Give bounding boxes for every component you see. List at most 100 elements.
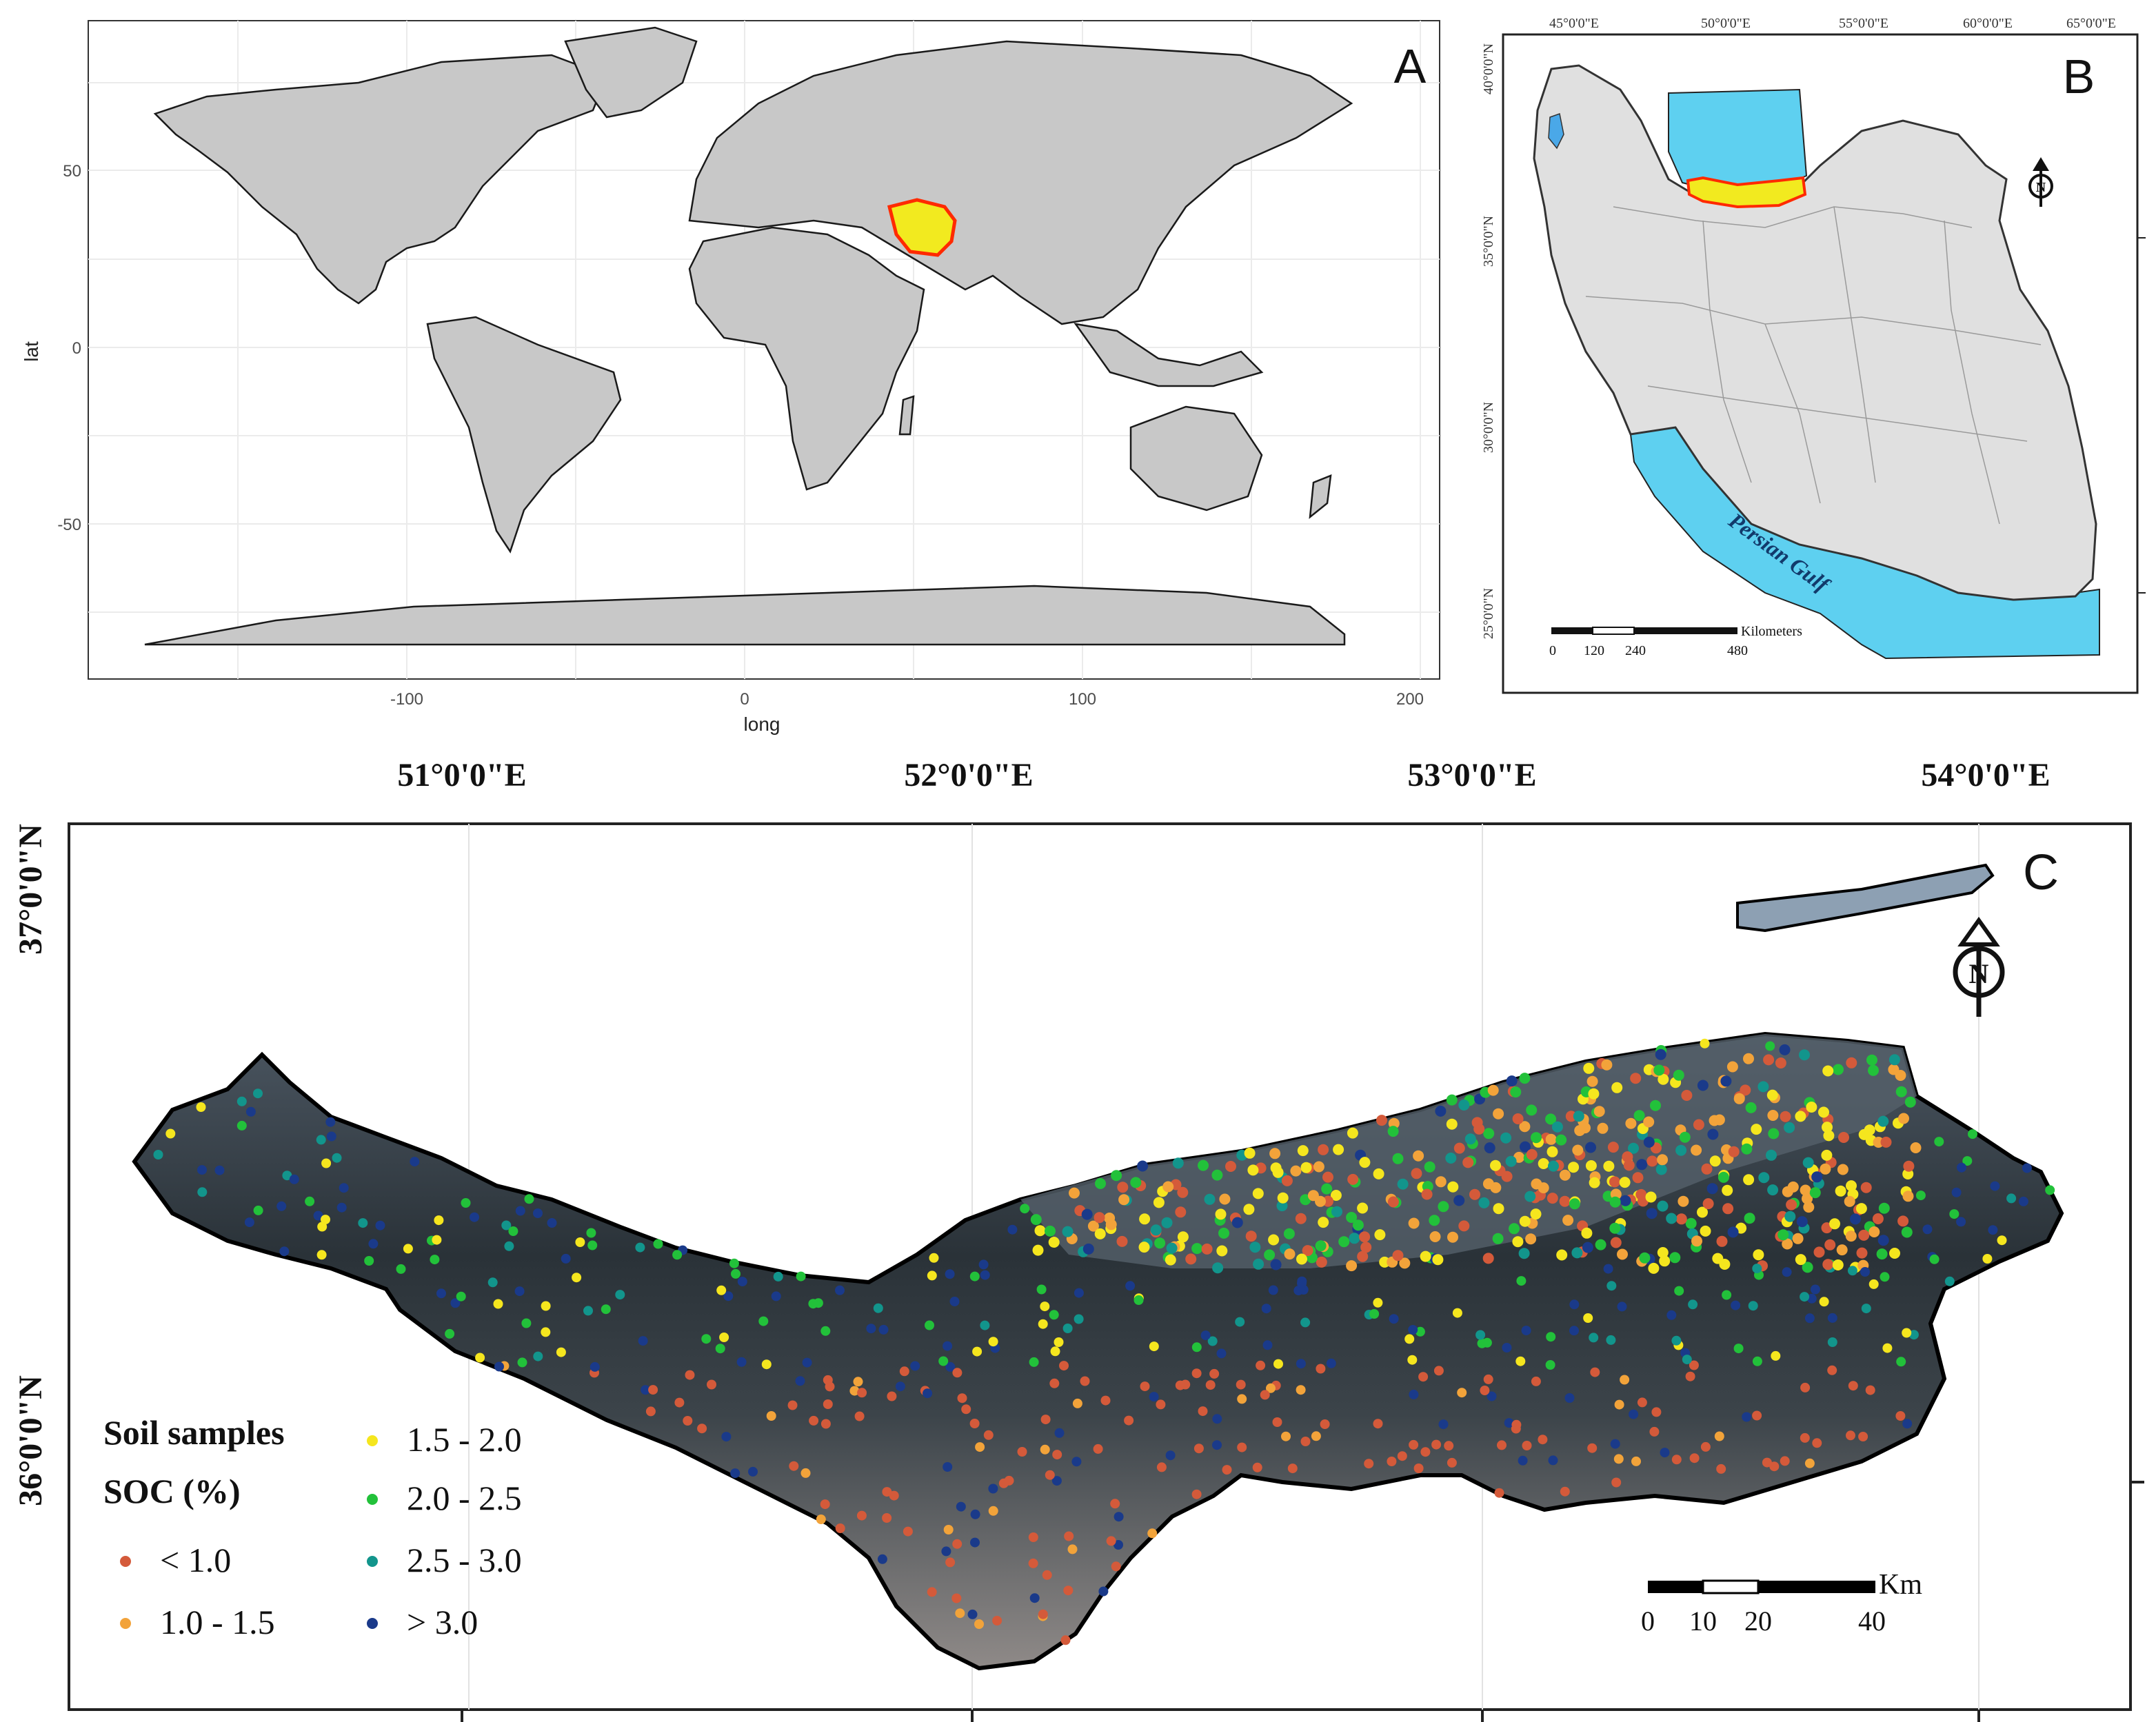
soil-sample-point	[1865, 1385, 1875, 1395]
soil-sample-point	[1413, 1150, 1424, 1162]
soil-sample-point	[1636, 1159, 1648, 1171]
soil-sample-point	[795, 1376, 805, 1386]
soil-sample-point	[1526, 1148, 1538, 1160]
soil-sample-point	[802, 1357, 812, 1368]
soil-sample-point	[1858, 1432, 1868, 1441]
soil-sample-point	[1519, 1073, 1531, 1084]
soil-sample-point	[1447, 1457, 1457, 1468]
soil-sample-point	[878, 1324, 889, 1335]
north-america	[153, 54, 608, 305]
soil-sample-point	[1633, 1110, 1645, 1122]
soil-sample-point	[1956, 1217, 1966, 1227]
soil-sample-point	[1766, 1089, 1778, 1101]
soil-sample-point	[501, 1220, 512, 1230]
soil-sample-point	[1389, 1314, 1399, 1324]
soil-sample-point	[1446, 1094, 1458, 1106]
soil-sample-point	[697, 1424, 707, 1434]
soil-sample-point	[1409, 1439, 1419, 1450]
soil-sample-point	[1204, 1193, 1216, 1205]
study-area-svg: 51°0'0"E 52°0'0"E 53°0'0"E 54°0'0"E 37°0…	[12, 757, 2144, 1722]
soil-sample-point	[432, 1235, 442, 1245]
soil-sample-point	[1613, 1454, 1624, 1464]
soil-sample-point	[1846, 1057, 1857, 1068]
soil-sample-point	[854, 1411, 865, 1421]
eurasia	[688, 40, 1353, 325]
soil-sample-point	[1318, 1217, 1329, 1228]
scale-tick: 10	[1689, 1605, 1717, 1637]
soil-sample-point	[1697, 1080, 1709, 1091]
soil-sample-point	[1888, 1054, 1900, 1066]
soil-sample-point	[1359, 1231, 1371, 1243]
x-tick-label: 0	[740, 690, 749, 709]
soil-sample-point	[1347, 1127, 1358, 1139]
soil-sample-point	[1997, 1235, 2007, 1246]
top-tick-label: 45°0'0"E	[1549, 16, 1599, 31]
soil-sample-point	[1748, 1301, 1758, 1311]
soil-sample-point	[1784, 1211, 1796, 1222]
soil-sample-point	[1490, 1159, 1501, 1171]
soil-sample-point	[305, 1196, 315, 1206]
soil-sample-point	[1243, 1204, 1255, 1215]
soil-sample-point	[771, 1291, 781, 1301]
soil-sample-point	[572, 1273, 582, 1283]
soil-sample-point	[1048, 1237, 1060, 1248]
soil-sample-point	[1501, 1171, 1513, 1182]
soil-sample-point	[1827, 1313, 1837, 1323]
soil-sample-point	[1166, 1242, 1178, 1254]
soil-sample-point	[1364, 1459, 1374, 1469]
soil-sample-point	[1397, 1178, 1409, 1190]
soil-sample-point	[1802, 1262, 1813, 1273]
soil-sample-point	[1988, 1225, 1998, 1235]
soil-sample-point	[967, 1609, 978, 1619]
soil-sample-point	[1156, 1462, 1167, 1472]
soil-sample-point	[1855, 1203, 1867, 1215]
soil-sample-point	[998, 1478, 1009, 1488]
y-axis-label: lat	[21, 341, 42, 362]
study-area-panel: 51°0'0"E 52°0'0"E 53°0'0"E 54°0'0"E 37°0…	[0, 744, 2156, 1722]
province-boundaries	[1585, 206, 2042, 525]
soil-sample-point	[1247, 1164, 1259, 1176]
soil-sample-point	[758, 1316, 769, 1326]
soil-sample-point	[816, 1515, 826, 1524]
soil-sample-point	[587, 1240, 598, 1250]
lake	[1548, 113, 1564, 150]
soil-sample-point	[1093, 1444, 1103, 1454]
soil-sample-point	[410, 1157, 420, 1167]
soil-sample-point	[716, 1285, 727, 1295]
y-tick-label: 0	[72, 339, 81, 358]
soil-sample-point	[1231, 1217, 1243, 1228]
soil-sample-point	[835, 1285, 845, 1295]
soil-sample-point	[943, 1462, 953, 1472]
soil-sample-point	[1799, 1049, 1810, 1061]
soil-sample-point	[245, 1106, 256, 1117]
soil-sample-point	[1290, 1165, 1302, 1177]
soil-sample-point	[1409, 1389, 1419, 1399]
soil-sample-point	[1114, 1512, 1124, 1522]
soil-sample-point	[1752, 1264, 1762, 1274]
soil-sample-point	[1582, 1242, 1593, 1253]
soil-sample-point	[1270, 1259, 1282, 1270]
soil-sample-point	[1610, 1439, 1620, 1449]
soil-sample-point	[1968, 1129, 1977, 1139]
soil-sample-point	[1706, 1183, 1718, 1195]
soil-sample-point	[808, 1299, 818, 1309]
soil-sample-point	[1316, 1256, 1327, 1268]
soil-sample-point	[1860, 1267, 1870, 1277]
soil-sample-point	[1198, 1159, 1209, 1171]
soil-sample-point	[253, 1205, 263, 1215]
soil-sample-point	[1216, 1348, 1227, 1359]
soil-sample-point	[1453, 1195, 1465, 1206]
soil-sample-point	[1685, 1371, 1695, 1381]
soil-sample-point	[1482, 1178, 1494, 1190]
soil-sample-point	[1165, 1254, 1176, 1266]
soil-sample-point	[1982, 1254, 1993, 1264]
soil-sample-point	[2018, 1196, 2028, 1206]
soil-sample-point	[1877, 1235, 1889, 1246]
soil-sample-point	[1268, 1285, 1278, 1295]
soil-sample-point	[430, 1255, 440, 1265]
soil-sample-point	[1565, 1111, 1577, 1122]
soil-sample-point	[856, 1510, 867, 1521]
soil-sample-point	[1201, 1243, 1213, 1255]
soil-sample-point	[321, 1215, 330, 1225]
soil-sample-point	[975, 1442, 985, 1452]
